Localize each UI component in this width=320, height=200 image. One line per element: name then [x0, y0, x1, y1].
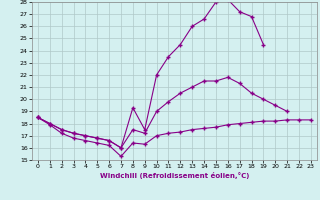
X-axis label: Windchill (Refroidissement éolien,°C): Windchill (Refroidissement éolien,°C)	[100, 172, 249, 179]
